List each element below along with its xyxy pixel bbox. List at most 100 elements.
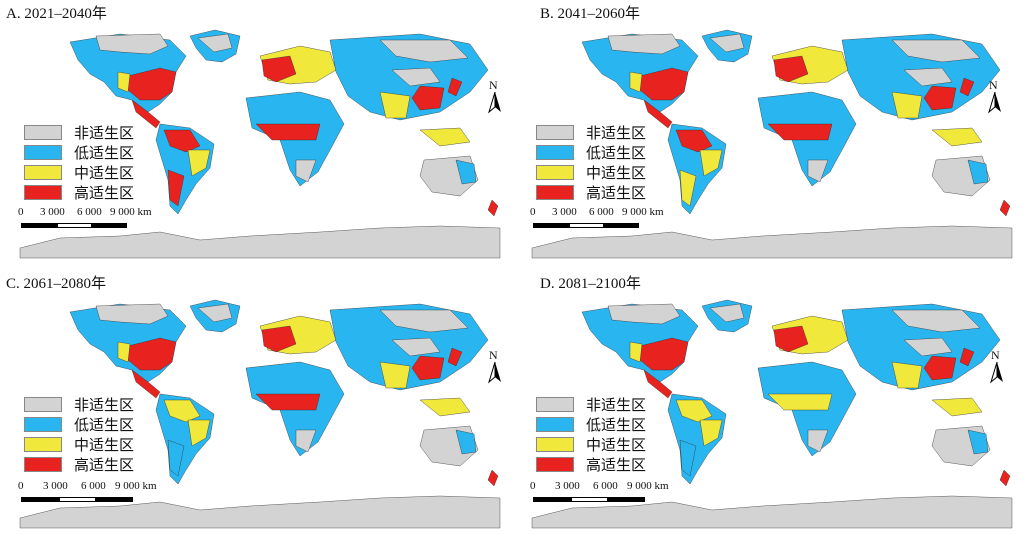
greenland-unsuitable: [197, 33, 233, 53]
map-panel-d: D. 2081–2100年 非适生区 低适生区 中适生区 高适生区 0 3 00…: [512, 270, 1024, 536]
scale-tick: 3 000: [552, 206, 577, 218]
greenland-unsuitable: [709, 303, 745, 323]
maritime-southeast-asia: [931, 397, 983, 417]
western-europe-high: [261, 55, 297, 83]
legend-item-high: 高适生区: [24, 454, 134, 474]
australia-east-low: [455, 429, 477, 455]
greenland-unsuitable: [709, 33, 745, 53]
central-asia-unsuitable: [391, 67, 441, 87]
western-europe-high: [773, 55, 809, 83]
east-china-high: [923, 355, 957, 381]
central-america-high: [131, 369, 161, 399]
legend-item-unsuitable: 非适生区: [536, 394, 646, 414]
eastern-us-high: [639, 67, 689, 101]
legend-swatch: [24, 164, 62, 180]
amazon-north: [675, 399, 713, 423]
scale-segment: [96, 497, 133, 502]
central-asia-unsuitable: [903, 67, 953, 87]
legend-item-high: 高适生区: [24, 182, 134, 202]
legend-label: 高适生区: [586, 183, 647, 202]
siberia-unsuitable: [891, 39, 981, 63]
maritime-southeast-asia: [419, 127, 471, 147]
legend-swatch: [24, 124, 62, 140]
japan-high: [959, 347, 975, 367]
western-europe-high: [773, 325, 809, 353]
india-medium: [891, 361, 923, 389]
scale-segment: [21, 223, 57, 228]
legend-label: 中适生区: [74, 163, 135, 182]
scale-tick: 3 000: [43, 480, 68, 492]
scale-segment: [533, 223, 569, 228]
scale-segment: [608, 497, 645, 502]
world-map-c: [19, 299, 501, 529]
east-china-high: [923, 85, 957, 111]
canada-arctic-unsuitable: [607, 303, 681, 325]
canada-arctic-unsuitable: [95, 33, 169, 55]
canada-arctic-unsuitable: [95, 303, 169, 325]
southern-cone: [167, 439, 185, 477]
legend-label: 高适生区: [74, 455, 135, 474]
india-medium: [891, 91, 923, 119]
siberia-unsuitable: [379, 309, 469, 333]
sahel-band: [255, 123, 321, 141]
legend-label: 非适生区: [586, 123, 647, 142]
legend-label: 高适生区: [74, 183, 135, 202]
panel-title-c: C. 2061–2080年: [6, 276, 107, 292]
scale-tick: 3 000: [555, 480, 580, 492]
scale-tick: 0: [18, 206, 24, 218]
eastern-us-high: [127, 337, 177, 371]
scale-segment: [59, 497, 96, 502]
legend-swatch: [536, 416, 574, 432]
scale-tick: 9 000 km: [627, 480, 669, 492]
legend-label: 非适生区: [586, 395, 647, 414]
scale-segment: [533, 497, 571, 502]
legend-item-low: 低适生区: [536, 414, 646, 434]
central-america-high: [643, 369, 673, 399]
map-panel-b: B. 2041–2060年 非适生区 低适生区 中适生区 高适生区 0 3 00…: [512, 0, 1024, 266]
world-map-b: [531, 29, 1013, 259]
antarctica-region: [19, 225, 501, 259]
india-medium: [379, 361, 411, 389]
legend-swatch: [24, 184, 62, 200]
greenland-unsuitable: [197, 303, 233, 323]
legend-item-unsuitable: 非适生区: [24, 394, 134, 414]
panel-title-a: A. 2021–2040年: [6, 6, 107, 22]
brazil-east-medium: [699, 419, 723, 447]
legend-item-medium: 中适生区: [536, 434, 646, 454]
legend-item-low: 低适生区: [536, 142, 646, 162]
southern-cone: [167, 169, 185, 207]
scale-tick: 3 000: [40, 206, 65, 218]
panel-title-d: D. 2081–2100年: [540, 276, 641, 292]
scale-bar-c: 0 3 000 6 000 9 000 km: [18, 480, 168, 508]
legend-swatch: [536, 456, 574, 472]
legend-swatch: [536, 184, 574, 200]
canada-arctic-unsuitable: [607, 33, 681, 55]
north-arrow-icon: N: [484, 348, 506, 388]
legend-item-high: 高适生区: [536, 454, 646, 474]
scale-bar-a: 0 3 000 6 000 9 000 km: [18, 206, 168, 234]
southern-cone: [679, 169, 697, 207]
brazil-east-medium: [187, 419, 211, 447]
legend-label: 非适生区: [74, 123, 135, 142]
southern-africa-unsuitable: [807, 159, 829, 183]
siberia-unsuitable: [891, 309, 981, 333]
scale-segment: [21, 497, 59, 502]
legend-swatch: [536, 124, 574, 140]
scale-bar-b: 0 3 000 6 000 9 000 km: [530, 206, 680, 234]
legend-label: 中适生区: [586, 435, 647, 454]
australia-east-low: [967, 429, 989, 455]
australia-east-low: [455, 159, 477, 185]
legend-a: 非适生区 低适生区 中适生区 高适生区: [24, 122, 134, 202]
legend-label: 低适生区: [586, 415, 647, 434]
legend-swatch: [24, 144, 62, 160]
scale-tick: 0: [530, 480, 536, 492]
sahel-band: [767, 393, 833, 411]
panel-title-b: B. 2041–2060年: [540, 6, 641, 22]
legend-swatch: [536, 436, 574, 452]
north-arrow-icon: N: [984, 78, 1006, 118]
legend-item-low: 低适生区: [24, 142, 134, 162]
legend-swatch: [536, 144, 574, 160]
scale-segment: [92, 223, 127, 228]
antarctica-region: [19, 495, 501, 529]
central-asia-unsuitable: [903, 337, 953, 357]
